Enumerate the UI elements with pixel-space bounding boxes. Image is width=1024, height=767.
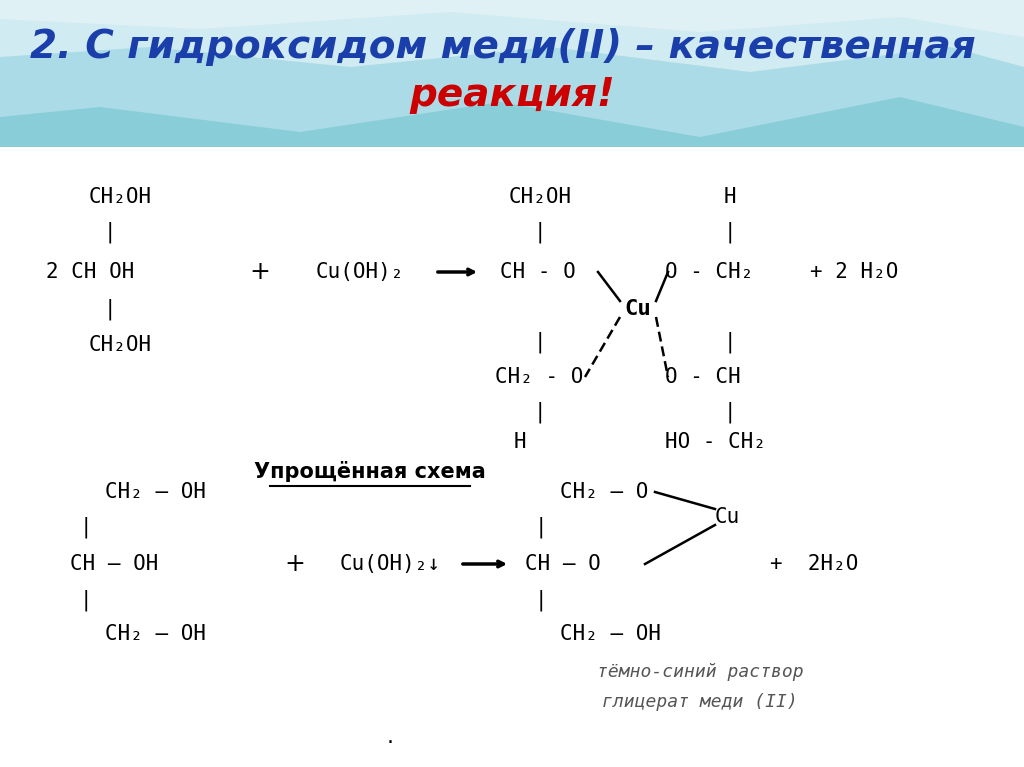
Polygon shape — [0, 0, 1024, 72]
Text: CH₂OH: CH₂OH — [509, 187, 571, 207]
Text: |: | — [80, 516, 92, 538]
Text: CH₂OH: CH₂OH — [88, 335, 152, 355]
Polygon shape — [0, 0, 1024, 37]
Text: |: | — [80, 589, 92, 611]
Text: CH – O: CH – O — [525, 554, 601, 574]
Text: |: | — [535, 589, 548, 611]
Text: Упрощённая схема: Упрощённая схема — [254, 462, 485, 482]
Text: CH₂OH: CH₂OH — [88, 187, 152, 207]
Bar — [0, 147, 1024, 767]
Text: O - CH₂: O - CH₂ — [665, 262, 754, 282]
Text: +: + — [285, 552, 305, 576]
Text: |: | — [534, 331, 547, 353]
Text: Cu(OH)₂: Cu(OH)₂ — [315, 262, 404, 282]
Text: реакция!: реакция! — [410, 76, 614, 114]
Text: CH₂ – O: CH₂ – O — [560, 482, 648, 502]
Text: 2. С гидроксидом меди(II) – качественная: 2. С гидроксидом меди(II) – качественная — [30, 28, 976, 66]
Text: Cu: Cu — [625, 299, 651, 319]
Text: |: | — [103, 221, 117, 242]
Text: 2 CH OH: 2 CH OH — [46, 262, 134, 282]
Text: тёмно-синий раствор: тёмно-синий раствор — [597, 663, 803, 681]
Text: +: + — [250, 260, 270, 284]
Text: |: | — [534, 401, 547, 423]
Text: глицерат меди (II): глицерат меди (II) — [602, 693, 798, 711]
Text: |: | — [103, 298, 117, 320]
Text: |: | — [724, 221, 736, 242]
Text: + 2 H₂O: + 2 H₂O — [810, 262, 898, 282]
Text: Cu: Cu — [715, 507, 740, 527]
Text: |: | — [534, 221, 547, 242]
Polygon shape — [0, 0, 1024, 137]
Text: |: | — [724, 331, 736, 353]
Text: CH - O: CH - O — [500, 262, 575, 282]
Text: |: | — [535, 516, 548, 538]
Text: +  2H₂O: + 2H₂O — [770, 554, 858, 574]
Text: CH – OH: CH – OH — [70, 554, 159, 574]
Text: HO - CH₂: HO - CH₂ — [665, 432, 766, 452]
Text: O - CH: O - CH — [665, 367, 740, 387]
Text: H: H — [514, 432, 526, 452]
Text: .: . — [386, 727, 393, 747]
Text: Cu(OH)₂↓: Cu(OH)₂↓ — [340, 554, 440, 574]
Text: |: | — [724, 401, 736, 423]
Text: H: H — [724, 187, 736, 207]
Text: CH₂ – OH: CH₂ – OH — [105, 624, 206, 644]
Text: CH₂ - O: CH₂ - O — [495, 367, 584, 387]
Text: CH₂ – OH: CH₂ – OH — [560, 624, 662, 644]
Text: CH₂ – OH: CH₂ – OH — [105, 482, 206, 502]
Bar — [0, 0, 1024, 167]
